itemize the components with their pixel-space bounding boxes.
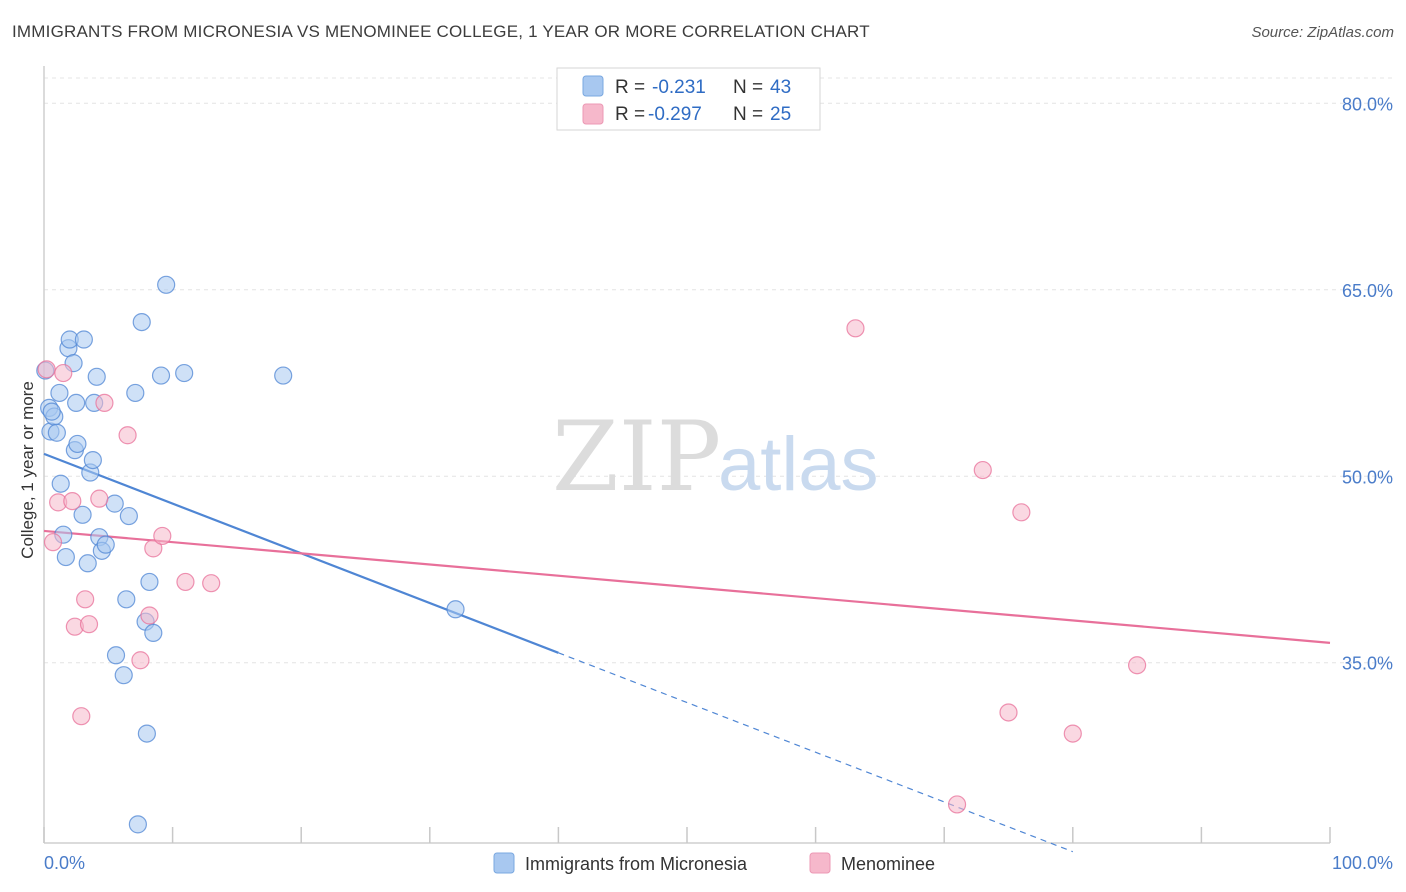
point-micronesia xyxy=(274,366,293,385)
point-micronesia xyxy=(42,402,61,421)
point-menominee xyxy=(1127,656,1147,675)
point-micronesia xyxy=(50,383,69,403)
point-menominee xyxy=(176,572,195,592)
legend-label-micronesia: Immigrants from Micronesia xyxy=(525,854,748,874)
point-micronesia xyxy=(96,535,115,554)
point-menominee xyxy=(54,363,73,383)
x-tick-labels: 0.0% 100.0% xyxy=(44,853,1393,873)
y-tick-label: 65.0% xyxy=(1342,281,1393,301)
point-micronesia xyxy=(106,646,126,665)
point-micronesia xyxy=(51,474,70,493)
legend-label-menominee: Menominee xyxy=(841,854,935,874)
watermark: ZIP atlas xyxy=(552,401,879,513)
point-menominee xyxy=(973,460,992,480)
point-menominee xyxy=(118,426,137,445)
point-micronesia xyxy=(73,505,92,524)
point-menominee xyxy=(846,319,865,338)
point-menominee xyxy=(1012,503,1031,522)
point-micronesia xyxy=(128,815,147,834)
stats-legend-box: R = -0.231 N = 43 R = -0.297 N = 25 xyxy=(556,67,821,131)
point-menominee xyxy=(79,615,99,634)
watermark-zip: ZIP xyxy=(552,401,721,513)
point-menominee xyxy=(90,489,109,508)
point-menominee xyxy=(76,590,95,609)
point-menominee xyxy=(202,574,221,593)
grid-lines xyxy=(44,77,1395,664)
point-micronesia xyxy=(119,506,138,526)
point-micronesia xyxy=(140,572,159,592)
stats-swatch-menominee xyxy=(582,103,604,125)
point-menominee xyxy=(43,533,63,552)
point-micronesia xyxy=(117,590,136,609)
x-tick-label-min: 0.0% xyxy=(44,853,85,873)
stats-r-label-micronesia: R = xyxy=(615,77,645,98)
point-micronesia xyxy=(144,623,163,642)
stats-n-value-menominee: 25 xyxy=(770,104,791,125)
source-label: Source: ZipAtlas.com xyxy=(1251,24,1394,41)
y-tick-label: 35.0% xyxy=(1342,654,1393,674)
point-micronesia xyxy=(68,434,87,454)
point-menominee xyxy=(144,539,163,558)
point-micronesia xyxy=(67,393,86,413)
data-points xyxy=(36,275,1147,834)
point-menominee xyxy=(131,651,150,670)
stats-swatch-micronesia xyxy=(582,75,604,97)
point-micronesia xyxy=(47,423,66,442)
point-menominee xyxy=(1063,724,1082,743)
point-micronesia xyxy=(56,547,75,567)
stats-n-value-micronesia: 43 xyxy=(770,77,791,98)
legend-swatch-menominee xyxy=(809,852,831,874)
point-micronesia xyxy=(151,366,171,385)
trendline-micronesia-extension xyxy=(558,652,1074,853)
y-tick-labels: 35.0% 50.0% 65.0% 80.0% xyxy=(1342,94,1393,673)
trend-lines xyxy=(43,452,1331,853)
axes xyxy=(43,66,1331,844)
point-micronesia xyxy=(83,450,102,470)
point-micronesia xyxy=(132,312,151,332)
x-tick-label-max: 100.0% xyxy=(1332,853,1393,873)
y-tick-label: 50.0% xyxy=(1342,467,1393,487)
trendline-menominee xyxy=(43,529,1331,644)
point-menominee xyxy=(153,526,172,546)
point-menominee xyxy=(63,492,82,511)
point-micronesia xyxy=(137,724,156,743)
legend-swatch-micronesia xyxy=(493,852,515,874)
point-micronesia xyxy=(114,666,133,685)
point-menominee xyxy=(72,707,91,726)
series-legend: Immigrants from Micronesia Menominee xyxy=(493,852,935,874)
stats-n-label-menominee: N = xyxy=(733,104,763,125)
point-micronesia xyxy=(74,330,93,349)
chart-title: IMMIGRANTS FROM MICRONESIA VS MENOMINEE … xyxy=(12,22,870,41)
watermark-atlas: atlas xyxy=(718,422,879,507)
point-micronesia xyxy=(446,600,465,619)
y-tick-label: 80.0% xyxy=(1342,94,1393,114)
point-menominee xyxy=(37,360,56,379)
point-micronesia xyxy=(105,494,124,513)
stats-r-label-menominee: R = xyxy=(615,104,645,125)
point-micronesia xyxy=(87,367,106,386)
stats-n-label-micronesia: N = xyxy=(733,77,763,98)
point-micronesia xyxy=(78,554,97,573)
stats-r-value-menominee: -0.297 xyxy=(648,104,702,125)
stats-r-value-micronesia: -0.231 xyxy=(652,77,706,98)
point-menominee xyxy=(95,393,114,413)
point-micronesia xyxy=(175,363,194,383)
point-menominee xyxy=(999,703,1018,722)
point-micronesia xyxy=(157,275,176,294)
point-micronesia xyxy=(126,383,145,403)
point-menominee xyxy=(140,606,159,625)
point-menominee xyxy=(947,795,967,814)
